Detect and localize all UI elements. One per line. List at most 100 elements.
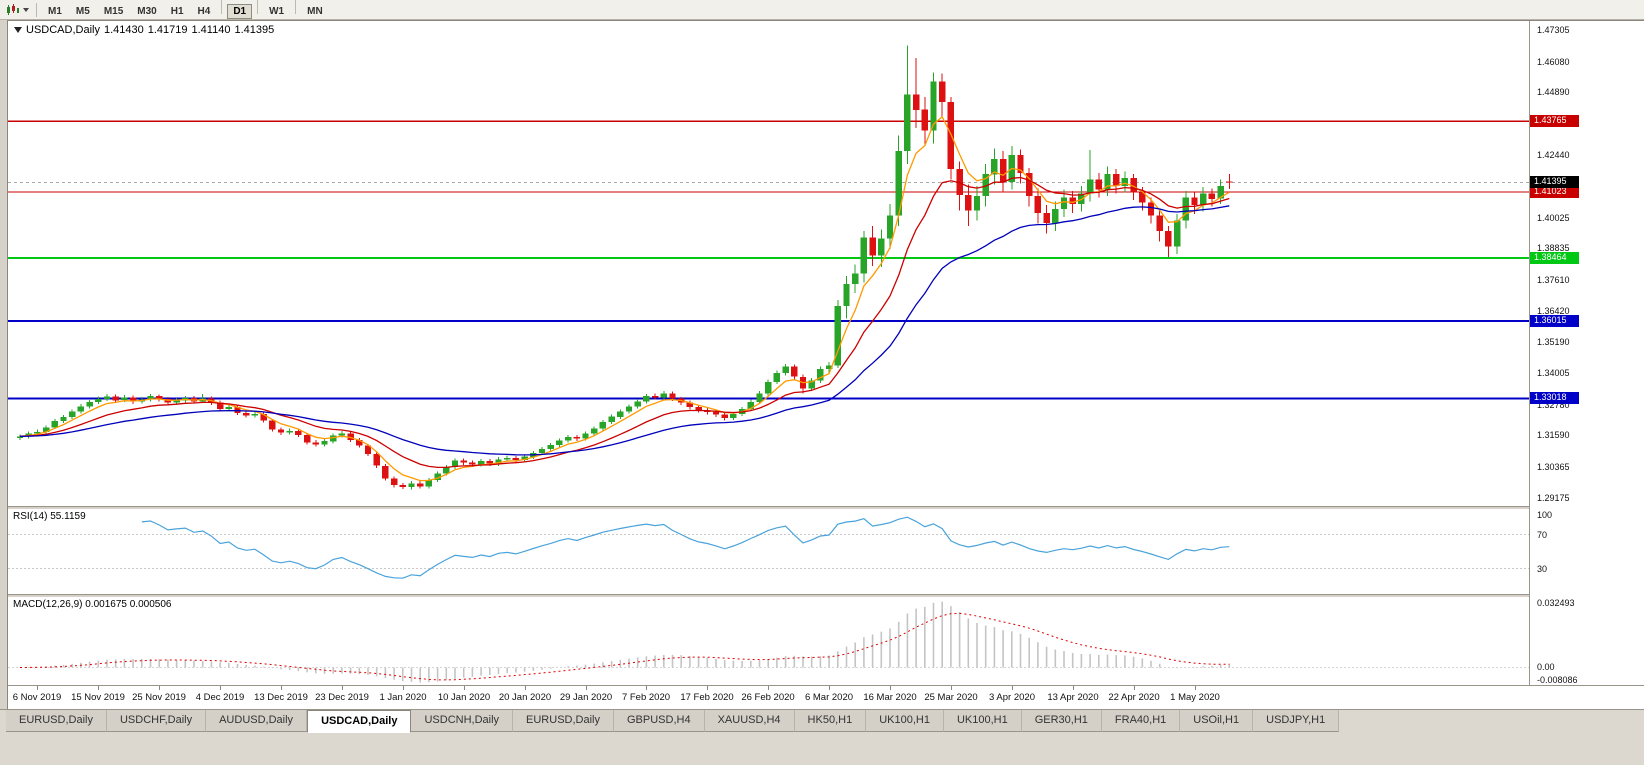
- toolbar-separator: [257, 0, 259, 14]
- macd-indicator-canvas[interactable]: [8, 597, 1529, 685]
- chart-tab-audusd-daily[interactable]: AUDUSD,Daily: [206, 710, 308, 732]
- hline-price-badge: 1.36015: [1530, 315, 1579, 328]
- toolbar-separator: [221, 0, 223, 14]
- chart-tab-uk100-h1[interactable]: UK100,H1: [943, 710, 1022, 732]
- chart-tab-bar: EURUSD,Daily USDCHF,Daily AUDUSD,Daily USDC…: [0, 709, 1644, 765]
- ohlc-open: 1.41430: [103, 24, 144, 36]
- date-tick-mark: [1073, 686, 1074, 690]
- date-axis-label: 20 Jan 2020: [498, 692, 552, 703]
- date-axis-label: 25 Mar 2020: [924, 692, 978, 703]
- rsi-label: RSI(14) 55.1159: [13, 511, 86, 522]
- chart-tab-xauusd-h4[interactable]: XAUUSD,H4: [704, 710, 795, 732]
- chart-tab-usdcad-daily[interactable]: USDCAD,Daily: [307, 710, 412, 733]
- rsi-axis-tick: 70: [1537, 529, 1548, 540]
- date-tick-mark: [37, 686, 38, 690]
- chart-window: USDCAD,Daily 1.41430 1.41719 1.41140 1.41395…: [7, 20, 1644, 710]
- chart-type-dropdown-icon[interactable]: [23, 7, 29, 12]
- date-tick-mark: [890, 686, 891, 690]
- date-tick-mark: [403, 686, 404, 690]
- timeframe-m1[interactable]: M1: [48, 6, 62, 17]
- date-axis-label: 7 Feb 2020: [621, 692, 671, 703]
- current-price-badge: 1.41395: [1530, 176, 1579, 189]
- date-tick-mark: [951, 686, 952, 690]
- macd-label: MACD(12,26,9) 0.001675 0.000506: [13, 599, 172, 610]
- chart-tab-eurusd-daily[interactable]: EURUSD,Daily: [6, 710, 107, 732]
- date-axis-label: 13 Apr 2020: [1047, 692, 1099, 703]
- price-axis-tick: 1.47305: [1537, 24, 1570, 35]
- chart-tabs: EURUSD,Daily USDCHF,Daily AUDUSD,Daily USDC…: [0, 710, 1644, 733]
- date-axis-label: 29 Jan 2020: [559, 692, 613, 703]
- price-axis-tick: 1.36420: [1537, 305, 1570, 316]
- timeframe-m15[interactable]: M15: [103, 6, 124, 17]
- date-axis-label: 6 Nov 2019: [12, 692, 62, 703]
- date-axis-label: 23 Dec 2019: [315, 692, 369, 703]
- date-tick-mark: [98, 686, 99, 690]
- price-axis-tick: 1.44890: [1537, 87, 1570, 98]
- price-axis-tick: 1.40025: [1537, 212, 1570, 223]
- price-axis-tick: 1.38835: [1537, 243, 1570, 254]
- price-axis-tick: 1.29175: [1537, 492, 1570, 503]
- date-tick-mark: [829, 686, 830, 690]
- rsi-indicator-canvas[interactable]: [8, 509, 1529, 594]
- chart-type-icon[interactable]: [6, 3, 20, 16]
- date-tick-mark: [342, 686, 343, 690]
- hline-price-badge: 1.33018: [1530, 392, 1579, 405]
- date-tick-mark: [646, 686, 647, 690]
- price-axis[interactable]: 1.47305 1.46080 1.44890 1.42440 1.40025 1.388…: [1530, 21, 1644, 685]
- timeframe-buttons: M1 M5 M15 M30 H1 H4 D1 W1 MN: [41, 0, 330, 19]
- timeframe-mn[interactable]: MN: [307, 6, 323, 17]
- hline-price-badge: 1.38464: [1530, 251, 1579, 264]
- price-axis-tick: 1.30365: [1537, 461, 1570, 472]
- chart-tab-eurusd-daily[interactable]: EURUSD,Daily: [513, 710, 614, 732]
- date-axis-label: 16 Mar 2020: [863, 692, 917, 703]
- price-axis-tick: 1.37610: [1537, 275, 1570, 285]
- pane-splitter[interactable]: [8, 594, 1644, 597]
- chart-tab-usdjpy-h1[interactable]: USDJPY,H1: [1253, 710, 1340, 732]
- chart-tab-ger30-h1[interactable]: GER30,H1: [1021, 710, 1102, 732]
- toolbar-separator: [295, 0, 297, 14]
- date-axis-label: 4 Dec 2019: [195, 692, 245, 703]
- timeframe-h4[interactable]: H4: [197, 6, 211, 17]
- ohlc-close: 1.41395: [234, 24, 275, 36]
- date-tick-mark: [768, 686, 769, 690]
- date-axis-label: 25 Nov 2019: [132, 692, 186, 703]
- macd-axis-tick: 0.032493: [1537, 598, 1575, 608]
- rsi-axis-tick: 30: [1537, 563, 1548, 574]
- date-axis-label: 1 Jan 2020: [379, 692, 427, 703]
- macd-axis-tick: 0.00: [1537, 662, 1555, 673]
- main-chart-canvas[interactable]: [8, 21, 1529, 506]
- top-toolbar: M1 M5 M15 M30 H1 H4 D1 W1 MN: [0, 0, 1644, 20]
- date-tick-mark: [220, 686, 221, 690]
- date-tick-mark: [159, 686, 160, 690]
- rsi-axis-tick: 100: [1537, 510, 1553, 520]
- chart-tab-usdcnh-daily[interactable]: USDCNH,Daily: [411, 710, 514, 732]
- timeframe-h1[interactable]: H1: [170, 6, 184, 17]
- date-axis[interactable]: 6 Nov 2019 15 Nov 2019 25 Nov 2019 4 Dec 20…: [8, 685, 1644, 709]
- price-axis-tick: 1.46080: [1537, 56, 1570, 67]
- chart-tab-fra40-h1[interactable]: FRA40,H1: [1101, 710, 1181, 732]
- timeframe-m30[interactable]: M30: [137, 6, 157, 17]
- symbol-dropdown-icon[interactable]: [14, 27, 22, 33]
- chart-tab-usoil-h1[interactable]: USOil,H1: [1180, 710, 1254, 732]
- ohlc-high: 1.41719: [147, 24, 188, 36]
- date-tick-mark: [464, 686, 465, 690]
- timeframe-d1[interactable]: D1: [227, 4, 253, 19]
- date-axis-label: 22 Apr 2020: [1108, 692, 1160, 703]
- chart-tab-gbpusd-h4[interactable]: GBPUSD,H4: [614, 710, 705, 732]
- date-axis-label: 6 Mar 2020: [804, 692, 854, 703]
- date-axis-label: 13 Dec 2019: [254, 692, 308, 703]
- date-tick-mark: [1012, 686, 1013, 690]
- chart-tab-hk50-h1[interactable]: HK50,H1: [794, 710, 867, 732]
- chart-header: USDCAD,Daily 1.41430 1.41719 1.41140 1.41395: [14, 24, 278, 36]
- hline-price-badge: 1.43765: [1530, 115, 1579, 128]
- toolbar-separator: [36, 2, 37, 17]
- hline-price-badge: 1.41023: [1530, 185, 1579, 198]
- date-axis-label: 3 Apr 2020: [989, 692, 1035, 703]
- price-axis-tick: 1.42440: [1537, 150, 1570, 161]
- pane-splitter[interactable]: [8, 506, 1644, 509]
- timeframe-w1[interactable]: W1: [269, 6, 285, 17]
- chart-tab-usdchf-daily[interactable]: USDCHF,Daily: [106, 710, 207, 732]
- date-axis-label: 1 May 2020: [1170, 692, 1220, 703]
- timeframe-m5[interactable]: M5: [75, 6, 90, 17]
- chart-tab-uk100-h1[interactable]: UK100,H1: [866, 710, 944, 732]
